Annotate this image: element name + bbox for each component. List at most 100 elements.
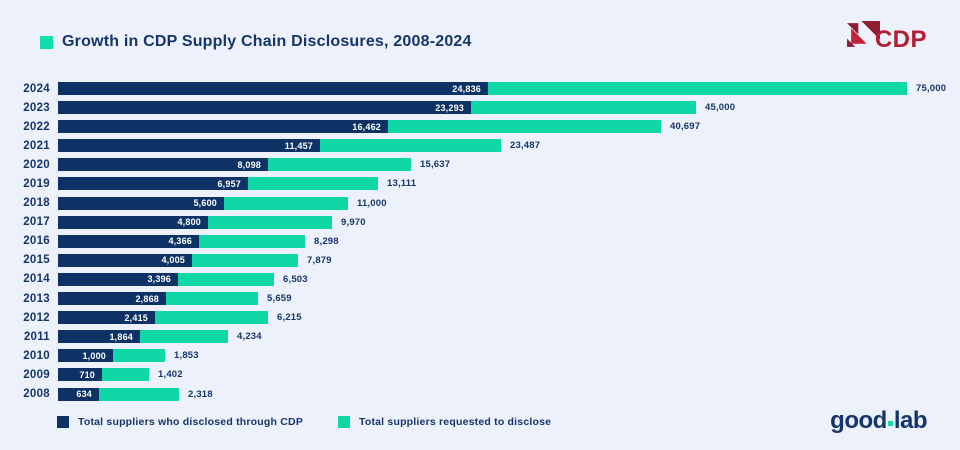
bar-row: 2014 3,396 6,503 [0, 272, 946, 286]
disclosed-value-label: 8,098 [237, 159, 261, 170]
bar-group: 1,864 4,234 [58, 330, 262, 344]
bar-row: 2016 4,366 8,298 [0, 234, 946, 248]
cdp-logo-icon [846, 21, 880, 47]
requested-bar [488, 82, 907, 95]
disclosed-value-label: 5,600 [193, 198, 217, 209]
year-label: 2018 [23, 197, 50, 210]
requested-value-label: 75,000 [916, 83, 947, 94]
requested-value-label: 4,234 [237, 331, 262, 343]
bar-row: 2020 8,098 15,637 [0, 158, 946, 172]
bar-row: 2009 710 1,402 [0, 368, 946, 382]
bar-row: 2018 5,600 11,000 [0, 196, 946, 210]
bar-row: 2008 634 2,318 [0, 387, 946, 401]
requested-value-label: 45,000 [705, 102, 736, 114]
disclosed-bar: 4,800 [58, 215, 208, 229]
bar-group: 5,600 11,000 [58, 196, 387, 210]
year-label: 2014 [23, 273, 50, 286]
bar-row: 2011 1,864 4,234 [0, 330, 946, 344]
disclosed-bar: 2,415 [58, 311, 155, 325]
requested-bar [208, 215, 332, 229]
disclosed-bar: 710 [58, 368, 102, 382]
year-label: 2024 [23, 82, 50, 95]
requested-value-label: 40,697 [670, 121, 701, 133]
requested-bar [192, 253, 298, 267]
bar-group: 11,457 23,487 [58, 139, 540, 153]
requested-bar [178, 272, 274, 286]
requested-bar [320, 139, 501, 153]
requested-value-label: 15,637 [420, 159, 451, 171]
requested-value-label: 5,659 [267, 293, 292, 305]
requested-value-label: 6,215 [277, 312, 302, 324]
year-label: 2019 [23, 177, 50, 190]
requested-bar [248, 177, 378, 191]
requested-value-label: 1,402 [158, 369, 183, 381]
year-label: 2015 [23, 254, 50, 267]
year-label: 2012 [23, 311, 50, 324]
disclosed-value-label: 4,800 [177, 217, 201, 228]
bar-group: 3,396 6,503 [58, 272, 308, 286]
requested-bar [224, 196, 348, 210]
disclosed-bar: 5,600 [58, 196, 224, 210]
bar-group: 8,098 15,637 [58, 158, 451, 172]
disclosed-value-label: 2,868 [135, 293, 159, 304]
legend-item-disclosed: Total suppliers who disclosed through CD… [57, 416, 303, 428]
requested-bar [388, 120, 661, 134]
disclosed-value-label: 1,864 [109, 331, 133, 342]
requested-value-label: 1,853 [174, 350, 199, 362]
requested-value-label: 9,970 [341, 216, 366, 228]
disclosed-bar: 16,462 [58, 120, 388, 134]
requested-bar [140, 330, 228, 344]
title-bullet-square [40, 35, 53, 49]
requested-bar [102, 368, 149, 382]
disclosed-bar: 8,098 [58, 158, 268, 172]
bar-group: 4,800 9,970 [58, 215, 366, 229]
bar-row: 2010 1,000 1,853 [0, 349, 946, 363]
disclosed-bar: 11,457 [58, 139, 320, 153]
bar-row: 2022 16,462 40,697 [0, 120, 946, 134]
year-label: 2008 [23, 388, 50, 400]
bar-group: 2,868 5,659 [58, 292, 292, 306]
chart-header: Growth in CDP Supply Chain Disclosures, … [40, 33, 472, 51]
year-label: 2021 [23, 139, 50, 152]
disclosed-value-label: 6,957 [217, 178, 241, 189]
disclosed-value-label: 11,457 [284, 140, 313, 151]
bar-group: 16,462 40,697 [58, 120, 701, 134]
bar-group: 24,836 75,000 [58, 82, 946, 95]
bar-row: 2019 6,957 13,111 [0, 177, 946, 191]
legend-swatch-teal [338, 416, 350, 428]
disclosed-bar: 3,396 [58, 272, 178, 286]
bar-group: 1,000 1,853 [58, 349, 199, 363]
legend-label-disclosed: Total suppliers who disclosed through CD… [78, 416, 304, 428]
disclosed-bar: 24,836 [58, 82, 488, 95]
disclosed-bar: 2,868 [58, 292, 166, 306]
bar-row: 2013 2,868 5,659 [0, 292, 946, 306]
disclosed-value-label: 2,415 [124, 312, 148, 323]
cdp-logo: CDP [846, 21, 927, 58]
disclosed-bar: 634 [58, 387, 99, 401]
goodlab-dot-icon [887, 421, 893, 426]
disclosed-bar: 1,000 [58, 349, 113, 363]
year-label: 2020 [23, 158, 50, 171]
goodlab-text-secondary: lab [893, 407, 928, 434]
bar-group: 4,005 7,879 [58, 253, 332, 267]
requested-value-label: 11,000 [357, 197, 387, 209]
bar-group: 4,366 8,298 [58, 234, 339, 248]
bar-chart: 2024 24,836 75,000 2023 23,293 45,000 2022 16,4… [0, 82, 946, 407]
disclosed-value-label: 4,005 [161, 255, 185, 266]
requested-bar [155, 311, 268, 325]
disclosed-bar: 6,957 [58, 177, 248, 191]
year-label: 2022 [23, 120, 50, 133]
disclosed-bar: 23,293 [58, 101, 471, 115]
bar-row: 2015 4,005 7,879 [0, 253, 946, 267]
disclosed-value-label: 710 [79, 369, 95, 380]
bar-group: 710 1,402 [58, 368, 183, 382]
year-label: 2011 [23, 330, 50, 343]
requested-bar [166, 292, 258, 306]
requested-bar [113, 349, 165, 363]
year-label: 2010 [23, 349, 50, 362]
legend-item-requested: Total suppliers requested to disclose [338, 416, 551, 428]
legend-label-requested: Total suppliers requested to disclose [359, 416, 552, 428]
requested-bar [99, 387, 179, 401]
goodlab-text-primary: good [830, 407, 887, 434]
